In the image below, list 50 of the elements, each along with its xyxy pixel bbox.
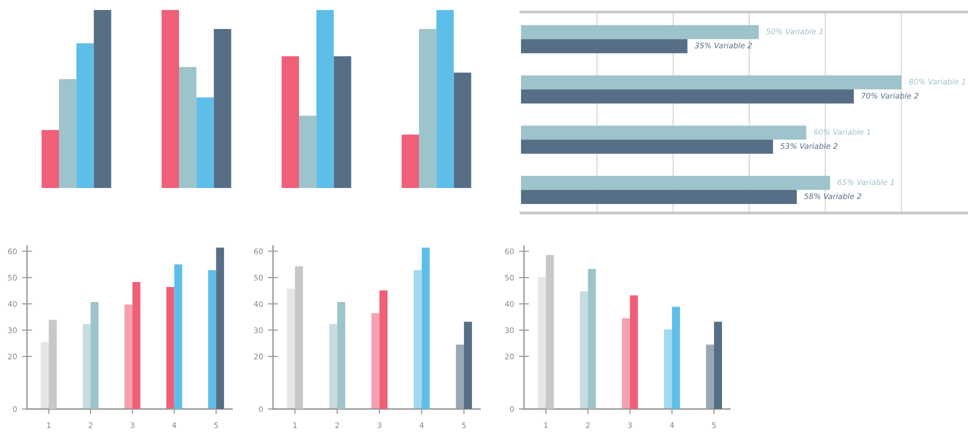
bar — [76, 43, 94, 188]
bar — [337, 302, 346, 409]
bar — [40, 342, 49, 409]
bar — [329, 324, 338, 409]
bar — [521, 176, 830, 190]
bar — [521, 39, 688, 54]
bar — [48, 320, 57, 409]
bar — [521, 190, 797, 204]
bar — [286, 288, 295, 409]
bar — [214, 29, 232, 188]
bar — [402, 134, 419, 188]
bar — [456, 344, 464, 409]
bar — [521, 75, 902, 90]
bar — [580, 291, 588, 409]
bar — [371, 313, 380, 409]
bar — [422, 248, 430, 409]
bar — [714, 322, 722, 409]
bar — [521, 140, 774, 154]
bar — [334, 56, 352, 188]
bar — [216, 248, 224, 409]
bar — [464, 322, 472, 409]
bar — [179, 66, 196, 188]
bar — [94, 10, 112, 188]
bar — [436, 10, 454, 188]
bar — [706, 344, 714, 409]
bar — [546, 254, 554, 409]
bar — [196, 97, 214, 188]
bar — [162, 10, 179, 188]
bar — [299, 116, 316, 188]
bar — [59, 79, 76, 188]
bar — [282, 56, 299, 188]
bar — [521, 89, 854, 104]
bar — [588, 268, 596, 409]
bar — [521, 126, 806, 140]
bar — [664, 329, 672, 409]
bar — [294, 266, 303, 409]
bar — [419, 29, 436, 188]
bar — [454, 72, 472, 188]
bar — [82, 324, 91, 409]
bar — [124, 304, 132, 409]
bar — [316, 10, 334, 188]
bar — [42, 130, 59, 188]
bar — [672, 306, 680, 409]
bar — [630, 295, 638, 409]
bar — [90, 302, 99, 409]
bar — [521, 25, 759, 40]
bar — [538, 277, 546, 409]
bar — [414, 270, 422, 409]
bar — [622, 318, 630, 409]
bar — [379, 290, 388, 409]
